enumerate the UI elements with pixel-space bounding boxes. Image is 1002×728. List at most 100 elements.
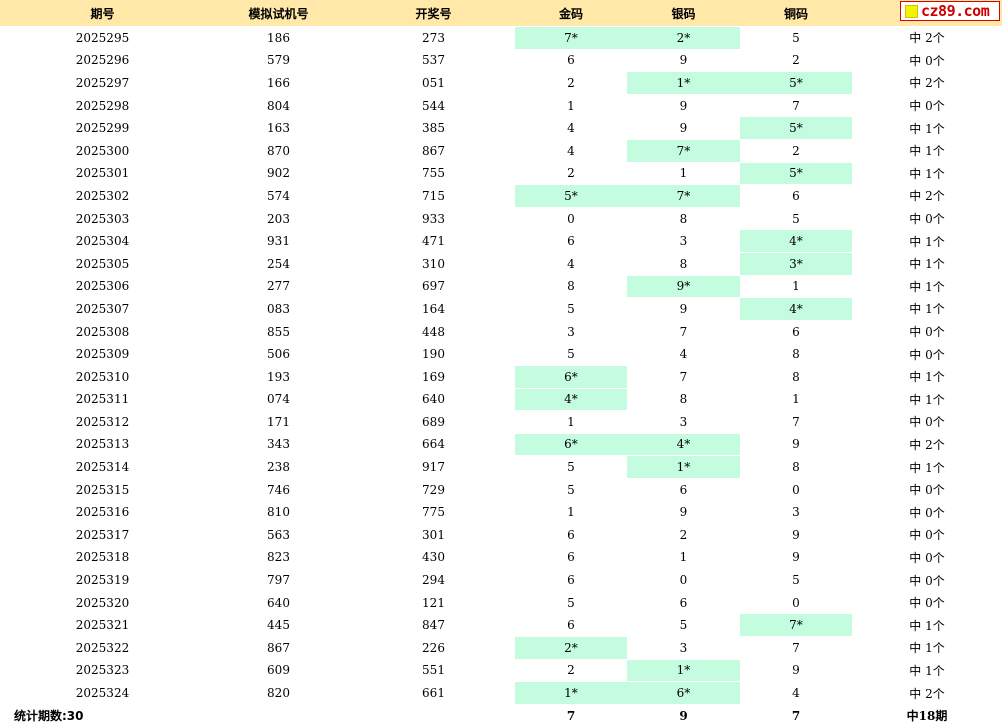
cell-sim-number: 820 [205,681,352,704]
cell-sim-number: 277 [205,274,352,298]
header-sim-number: 模拟试机号 [205,0,352,27]
cell-bronze: 2 [740,48,852,72]
cell-period: 2025314 [0,455,205,479]
cell-silver: 1 [627,545,740,569]
cell-gold: 6 [515,545,627,569]
cell-bronze: 5* [740,161,852,185]
cell-sim-number: 193 [205,364,352,388]
cell-draw-number: 448 [352,319,515,343]
cell-draw-number: 664 [352,432,515,456]
cell-result: 中 0个 [852,48,1002,72]
cell-draw-number: 933 [352,206,515,230]
cell-silver: 3 [627,410,740,434]
table-row: 2025299 163 385 4 9 5* 中 1个 [0,116,1002,140]
cell-result: 中 2个 [852,26,1002,50]
cell-gold: 4 [515,138,627,163]
cell-sim-number: 083 [205,297,352,321]
cell-draw-number: 226 [352,636,515,660]
table-row: 2025300 870 867 4 7* 2 中 1个 [0,138,1002,163]
cell-draw-number: 544 [352,93,515,117]
cell-gold: 2 [515,161,627,185]
cell-period: 2025322 [0,636,205,660]
cell-result: 中 2个 [852,432,1002,456]
cell-draw-number: 847 [352,613,515,637]
cell-period: 2025306 [0,274,205,298]
logo-text: cz89.com [921,2,990,20]
cell-result: 中 0个 [852,93,1002,117]
cell-result: 中 0个 [852,342,1002,366]
cell-silver: 0 [627,568,740,592]
cell-result: 中 1个 [852,613,1002,637]
cell-gold: 5 [515,297,627,321]
cell-period: 2025311 [0,387,205,411]
cell-result: 中 1个 [852,364,1002,388]
cell-silver: 7 [627,364,740,388]
cell-sim-number: 563 [205,523,352,547]
cell-draw-number: 169 [352,364,515,388]
cell-draw-number: 755 [352,161,515,185]
cell-silver: 6 [627,477,740,501]
cell-bronze: 6 [740,184,852,208]
cell-gold: 6 [515,48,627,72]
cell-period: 2025324 [0,681,205,704]
cell-bronze: 5 [740,568,852,592]
cell-gold: 0 [515,206,627,230]
cell-gold: 6 [515,229,627,253]
cell-period: 2025313 [0,432,205,456]
cell-gold: 4 [515,251,627,276]
header-draw-number: 开奖号 [352,0,515,27]
cell-bronze: 9 [740,432,852,456]
table-row: 2025304 931 471 6 3 4* 中 1个 [0,229,1002,253]
cell-period: 2025315 [0,477,205,501]
cell-result: 中 1个 [852,138,1002,163]
cell-bronze: 5 [740,26,852,50]
cell-draw-number: 273 [352,26,515,50]
cell-draw-number: 697 [352,274,515,298]
cell-bronze: 9 [740,523,852,547]
cell-sim-number: 804 [205,93,352,117]
cell-sim-number: 445 [205,613,352,637]
cell-period: 2025308 [0,319,205,343]
cell-result: 中 0个 [852,545,1002,569]
table-row: 2025307 083 164 5 9 4* 中 1个 [0,297,1002,321]
cell-result: 中 1个 [852,636,1002,660]
cell-draw-number: 729 [352,477,515,501]
cell-sim-number: 855 [205,319,352,343]
header-gold: 金码 [515,0,627,27]
cell-draw-number: 551 [352,658,515,682]
footer-count-label: 统计期数:30 [14,709,84,724]
cell-period: 2025316 [0,500,205,524]
site-logo[interactable]: cz89.com [900,1,1000,21]
cell-result: 中 1个 [852,116,1002,140]
cell-bronze: 4* [740,229,852,253]
cell-result: 中 1个 [852,161,1002,185]
table-row: 2025324 820 661 1* 6* 4 中 2个 [0,681,1002,704]
cell-bronze: 5* [740,116,852,140]
cell-result: 中 0个 [852,477,1002,501]
cell-draw-number: 689 [352,410,515,434]
cell-silver: 1* [627,658,740,682]
cell-sim-number: 186 [205,26,352,50]
cell-silver: 9 [627,93,740,117]
cell-bronze: 1 [740,274,852,298]
cell-gold: 1* [515,681,627,704]
cell-draw-number: 917 [352,455,515,479]
cell-result: 中 2个 [852,681,1002,704]
cell-sim-number: 823 [205,545,352,569]
cell-gold: 4* [515,387,627,411]
cell-silver: 9 [627,297,740,321]
cell-period: 2025310 [0,364,205,388]
cell-period: 2025298 [0,93,205,117]
cell-bronze: 2 [740,138,852,163]
table-row: 2025315 746 729 5 6 0 中 0个 [0,477,1002,501]
cell-result: 中 0个 [852,500,1002,524]
cell-period: 2025307 [0,297,205,321]
cell-sim-number: 609 [205,658,352,682]
cell-silver: 1* [627,455,740,479]
cell-silver: 9 [627,500,740,524]
cell-result: 中 0个 [852,568,1002,592]
cell-gold: 2 [515,658,627,682]
cell-silver: 2 [627,523,740,547]
cell-bronze: 9 [740,658,852,682]
cell-silver: 1* [627,71,740,95]
